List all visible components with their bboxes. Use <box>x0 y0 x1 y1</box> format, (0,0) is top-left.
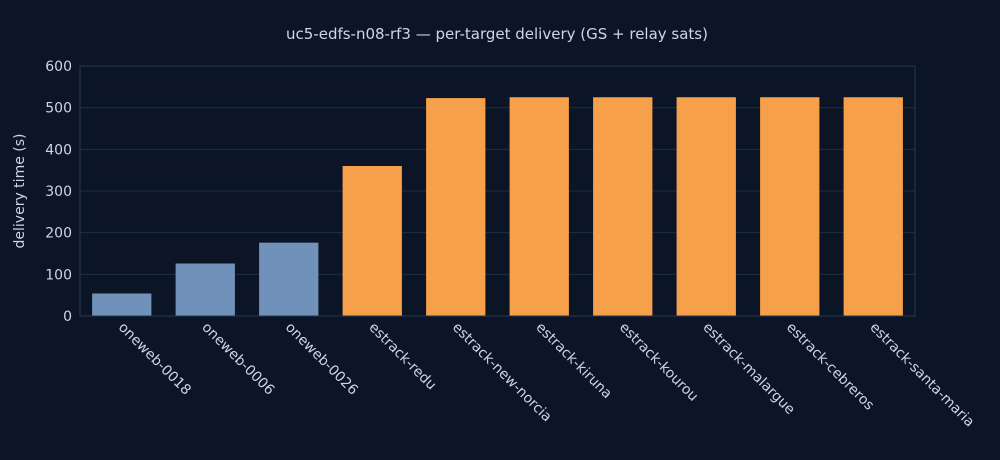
y-tick-label: 300 <box>45 184 72 200</box>
x-axis-ticks: oneweb-0018 oneweb-0006 oneweb-0026 estrack… <box>115 320 977 431</box>
bar-oneweb-0026[interactable] <box>259 242 319 316</box>
y-tick-label: 600 <box>45 59 72 75</box>
x-tick-label: estrack-kiruna <box>532 320 614 402</box>
y-tick-label: 200 <box>45 226 72 242</box>
x-tick-label: estrack-malargue <box>699 320 797 418</box>
bar-estrack-new-norcia[interactable] <box>426 98 486 316</box>
bar-estrack-santa-maria[interactable] <box>843 97 903 316</box>
chart-title: uc5-edfs-n08-rf3 — per-target delivery (… <box>286 25 708 43</box>
x-tick-label: estrack-cebreros <box>783 320 877 414</box>
x-tick-label: oneweb-0018 <box>115 320 194 399</box>
y-axis-label: delivery time (s) <box>12 134 28 249</box>
bar-estrack-cebreros[interactable] <box>760 97 820 316</box>
bar-estrack-redu[interactable] <box>342 166 402 316</box>
bar-estrack-kourou[interactable] <box>593 97 653 316</box>
bars <box>92 97 903 316</box>
x-tick-label: estrack-redu <box>365 320 439 394</box>
bar-estrack-kiruna[interactable] <box>509 97 569 316</box>
bar-estrack-malargue[interactable] <box>676 97 736 316</box>
y-axis-ticks: 0 100 200 300 400 500 600 <box>45 59 72 325</box>
bar-oneweb-0006[interactable] <box>175 263 235 317</box>
y-tick-label: 100 <box>45 267 72 283</box>
x-tick-label: oneweb-0006 <box>198 320 277 399</box>
x-tick-label: estrack-kourou <box>616 320 701 405</box>
bar-oneweb-0018[interactable] <box>92 293 152 317</box>
plot-frame <box>79 65 916 317</box>
x-tick-label: estrack-santa-maria <box>866 320 977 431</box>
y-tick-label: 500 <box>45 101 72 117</box>
y-tick-label: 0 <box>63 309 72 325</box>
y-tick-label: 400 <box>45 142 72 158</box>
x-tick-label: oneweb-0026 <box>282 320 361 399</box>
